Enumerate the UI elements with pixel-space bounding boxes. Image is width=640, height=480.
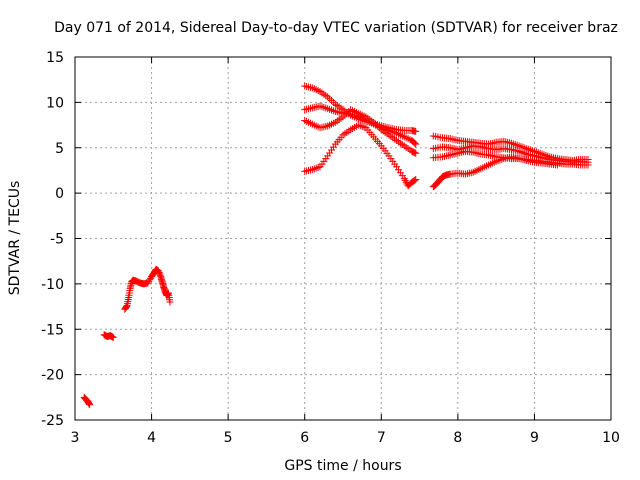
y-tick-label: -15 [41, 322, 64, 338]
y-axis-label: SDTVAR / TECUs [7, 181, 23, 296]
y-tick-label: -25 [41, 413, 64, 429]
data-point [553, 161, 561, 169]
x-tick-label: 9 [530, 430, 539, 446]
data-point [312, 164, 320, 172]
x-tick-label: 6 [300, 430, 309, 446]
data-point [329, 98, 337, 106]
y-tick-label: -10 [41, 277, 64, 293]
data-point [519, 149, 527, 157]
series-seg11 [429, 153, 561, 191]
y-tick-label: -5 [50, 232, 64, 248]
data-point [411, 176, 419, 184]
series-seg2 [100, 331, 117, 341]
chart-title: Day 071 of 2014, Sidereal Day-to-day VTE… [54, 20, 618, 36]
data-point [400, 175, 408, 183]
data-point [166, 298, 174, 306]
x-tick-labels: 3 4 5 6 7 8 9 10 [71, 430, 620, 446]
data-point [412, 140, 420, 148]
series-seg6 [301, 106, 420, 157]
data-point [326, 95, 334, 103]
data-point [401, 176, 409, 184]
y-tick-label: 10 [46, 95, 64, 111]
x-tick-label: 10 [602, 430, 620, 446]
x-tick-label: 8 [453, 430, 462, 446]
series-seg7 [301, 121, 420, 190]
y-tick-labels: 15 10 5 0 -5 -10 -15 -20 -25 [41, 50, 64, 429]
data-points [80, 82, 592, 409]
data-point [412, 176, 420, 184]
series-seg1 [80, 393, 94, 409]
data-point [412, 127, 420, 135]
data-point [358, 122, 366, 130]
data-point [86, 401, 94, 409]
data-point [328, 97, 336, 105]
axis-ticks [74, 56, 612, 421]
y-tick-label: 5 [55, 141, 64, 157]
y-tick-label: -20 [41, 368, 64, 384]
data-point [412, 149, 420, 157]
data-point [122, 303, 130, 311]
x-tick-label: 7 [377, 430, 386, 446]
x-tick-label: 3 [71, 430, 80, 446]
data-point [109, 333, 117, 341]
data-point [411, 139, 419, 147]
y-tick-label: 0 [55, 186, 64, 202]
x-axis-label: GPS time / hours [284, 458, 401, 474]
data-point [122, 303, 130, 311]
x-tick-label: 5 [224, 430, 233, 446]
y-tick-label: 15 [46, 50, 64, 66]
x-tick-label: 4 [147, 430, 156, 446]
data-point [584, 161, 592, 169]
series-seg3 [121, 265, 174, 313]
